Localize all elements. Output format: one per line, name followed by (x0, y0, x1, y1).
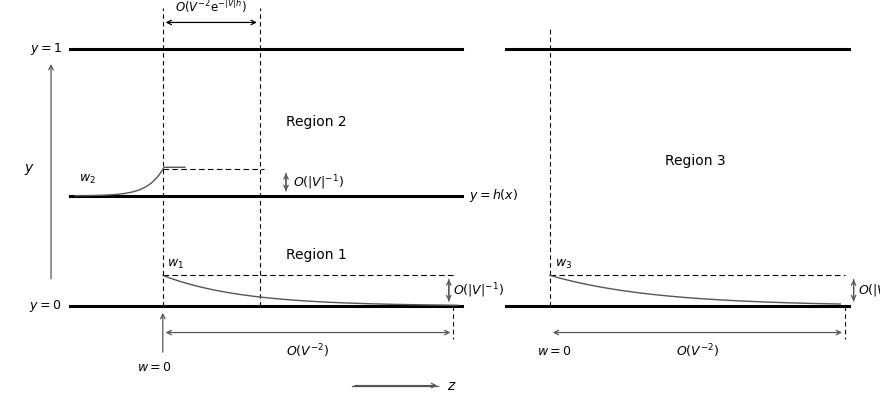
Text: $y$: $y$ (24, 162, 34, 177)
Text: $y=0$: $y=0$ (29, 298, 62, 314)
Text: $w_3$: $w_3$ (555, 257, 572, 271)
Text: $O(V^{-2})$: $O(V^{-2})$ (286, 343, 330, 360)
Text: $O(V^{-2})$: $O(V^{-2})$ (676, 343, 719, 360)
Text: $O(|V|^{-1})$: $O(|V|^{-1})$ (453, 282, 504, 300)
Text: Region 2: Region 2 (287, 115, 347, 129)
Text: $O(|V|^{-1})$: $O(|V|^{-1})$ (858, 282, 880, 300)
Text: $w_1$: $w_1$ (167, 257, 184, 271)
Text: $y=1$: $y=1$ (30, 41, 62, 57)
Text: $O(|V|^{-1})$: $O(|V|^{-1})$ (293, 173, 344, 192)
Text: $O(V^{-2}\mathrm{e}^{-|V|h})$: $O(V^{-2}\mathrm{e}^{-|V|h})$ (175, 0, 247, 15)
Text: $y=h(x)$: $y=h(x)$ (469, 187, 518, 204)
Text: Region 3: Region 3 (665, 154, 725, 168)
Text: $w_2$: $w_2$ (79, 173, 96, 186)
Text: $w=0$: $w=0$ (537, 345, 572, 358)
Text: $w=0$: $w=0$ (136, 361, 172, 374)
Text: $z$: $z$ (447, 379, 457, 392)
Text: Region 1: Region 1 (286, 248, 348, 262)
